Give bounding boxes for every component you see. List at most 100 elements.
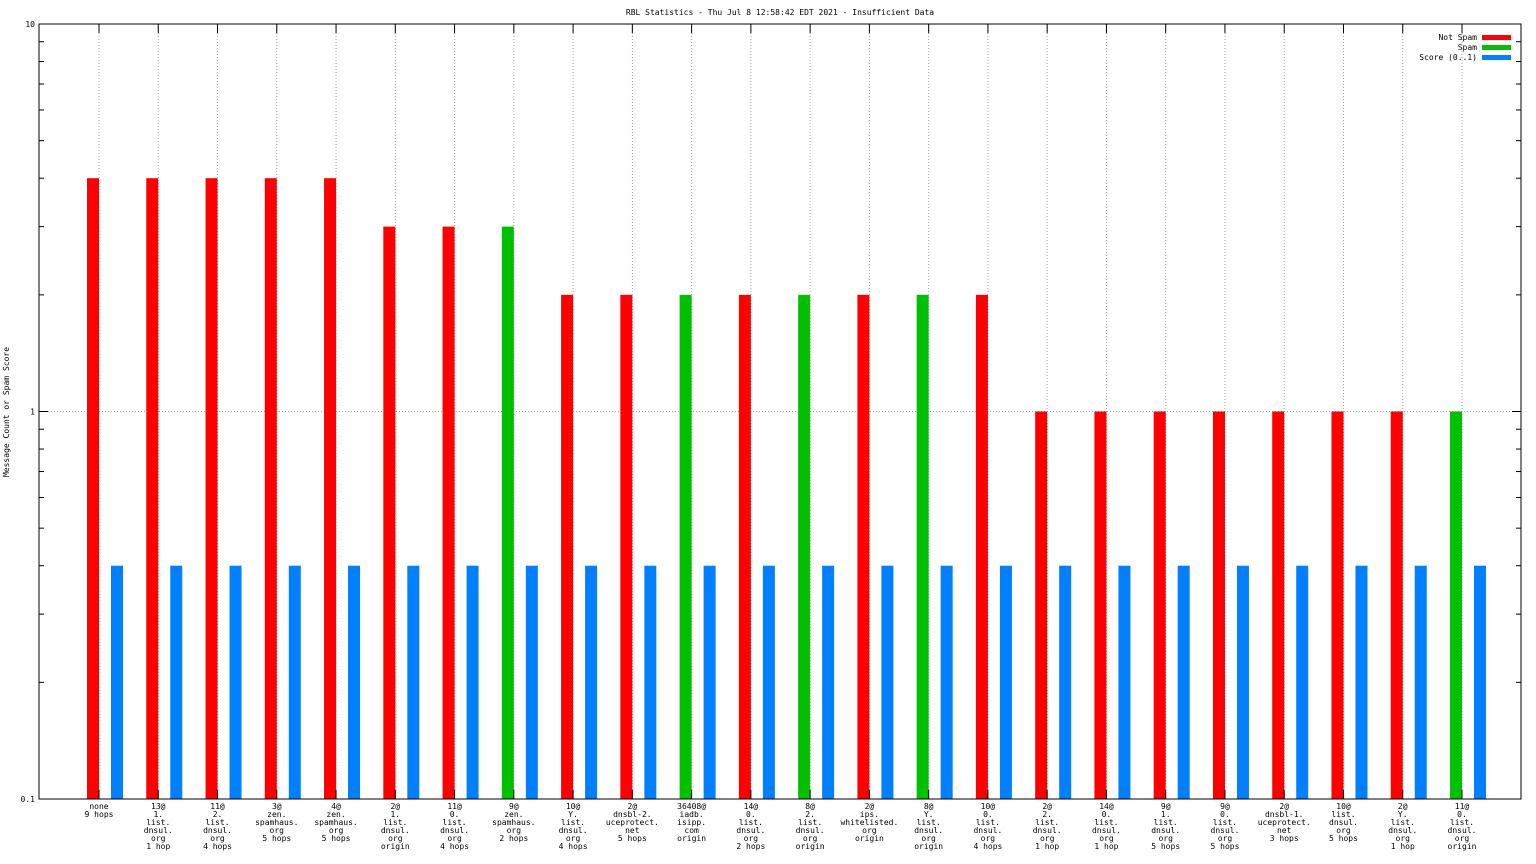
x-tick-label: 4@ zen. spamhaus. org 5 hops [314, 802, 357, 843]
bar-spam [501, 226, 514, 800]
y-tick-label: 0.1 [21, 795, 36, 804]
x-tick-label-line: dnsul. [203, 826, 232, 835]
x-tick-label-line: 1 hop [1094, 842, 1118, 851]
x-tick-label: 2@ ips. whitelisted. org origin [840, 802, 898, 843]
x-tick-label-line: list. [561, 818, 585, 827]
x-tick-label-line: 4 hops [440, 842, 469, 851]
x-tick-label-line: 36408@ [677, 802, 706, 811]
x-tick-label-line: 2@ [1279, 802, 1289, 811]
x-tick-label: 11@ 2. list. dnsul. org 4 hops [203, 802, 232, 851]
x-tick-label-line: 0. [450, 810, 460, 819]
bar-score [1177, 565, 1190, 799]
bar-spam [1450, 411, 1462, 799]
x-tick-label-line: origin [855, 834, 884, 843]
x-tick-label: 9@ zen. spamhaus. org 2 hops [492, 802, 535, 843]
x-tick-label-line: whitelisted. [840, 818, 898, 827]
x-tick-label-line: 1. [153, 810, 163, 819]
x-tick-label-line: org [921, 834, 936, 843]
x-tick-label-line: dnsbl-1. [1265, 810, 1304, 819]
x-tick-label: 2@ 1. list. dnsul. org origin [381, 802, 410, 851]
x-tick-label-line: org [1218, 834, 1233, 843]
bar-not-spam [738, 294, 751, 799]
x-tick-label-line: origin [1448, 842, 1477, 851]
bar-score [288, 565, 301, 799]
x-tick-label-line: origin [381, 842, 410, 851]
x-tick-label-line: 14@ [744, 802, 759, 811]
x-tick-label-line: 9@ [509, 802, 519, 811]
x-tick-label-line: org [744, 834, 759, 843]
x-tick-label-line: 2@ [1398, 802, 1408, 811]
bar-score [407, 565, 420, 799]
x-tick-label-line: list. [1035, 818, 1059, 827]
x-tick-label-line: 10@ [981, 802, 996, 811]
x-tick-label-line: org [1336, 826, 1351, 835]
x-tick-label-line: 13@ [151, 802, 166, 811]
x-tick-label: 10@ 0. list. dnsul. org 4 hops [973, 802, 1002, 851]
legend-swatch [1482, 55, 1511, 60]
x-tick-label-line: org [1040, 834, 1055, 843]
x-tick-label-line: dnsul. [914, 826, 943, 835]
x-tick-label: 14@ 0. list. dnsul. org 1 hop [1092, 802, 1121, 851]
x-tick-label-line: list. [739, 818, 763, 827]
x-tick-label-line: uceprotect. [1258, 818, 1311, 827]
bar-not-spam [146, 178, 159, 799]
x-tick-label-line: dnsul. [736, 826, 765, 835]
x-tick-label-line: list. [1331, 810, 1355, 819]
x-tick-label: 9@ 1. list. dnsul. org 5 hops [1151, 802, 1180, 851]
x-tick-label-line: 0. [1220, 810, 1230, 819]
bar-score [170, 565, 183, 799]
x-tick-label-line: net [1277, 826, 1292, 835]
x-tick-label-line: 11@ [210, 802, 225, 811]
x-tick-label-line: list. [917, 818, 941, 827]
bar-score [348, 565, 361, 799]
x-tick-label: 2@ 2. list. dnsul. org 1 hop [1033, 802, 1062, 851]
bar-not-spam [1035, 411, 1048, 799]
x-tick-label-line: 1 hop [1035, 842, 1059, 851]
bar-score [703, 565, 716, 799]
x-tick-label-line: isipp. [677, 818, 706, 827]
x-tick-label-line: 3 hops [1270, 834, 1299, 843]
x-tick-label: 10@ Y. list. dnsul. org 4 hops [559, 802, 588, 851]
x-tick-label: 2@ Y. list. dnsul. org 1 hop [1388, 802, 1417, 851]
bar-score [1355, 565, 1368, 799]
x-tick-label-line: org [862, 826, 877, 835]
chart-title: RBL Statistics - Thu Jul 8 12:58:42 EDT … [626, 8, 934, 17]
bar-score [762, 565, 775, 799]
x-tick-label-line: dnsul. [1151, 826, 1180, 835]
x-tick-label-line: 1 hop [1391, 842, 1415, 851]
legend-swatch [1482, 35, 1511, 40]
x-tick-label: none 9 hops [85, 802, 114, 819]
x-tick-label-line: 11@ [447, 802, 462, 811]
legend-swatch [1482, 45, 1511, 50]
bar-not-spam [1390, 411, 1403, 799]
x-tick-label-line: 0. [983, 810, 993, 819]
x-tick-label-line: list. [976, 818, 1000, 827]
bar-score [466, 565, 479, 799]
x-tick-label-line: org [210, 834, 225, 843]
x-tick-label-line: dnsul. [1329, 818, 1358, 827]
x-tick-label-line: net [625, 826, 640, 835]
bar-not-spam [561, 294, 574, 799]
x-tick-label-line: org [1396, 834, 1411, 843]
x-tick-label-line: iadb. [680, 810, 704, 819]
x-tick-label-line: 10@ [566, 802, 581, 811]
bar-score [1236, 565, 1249, 799]
x-tick-label: 14@ 0. list. dnsul. org 2 hops [736, 802, 765, 851]
x-tick-label-line: origin [914, 842, 943, 851]
bar-not-spam [324, 178, 337, 799]
x-tick-label-line: dnsul. [1448, 826, 1477, 835]
x-tick-label-line: 4 hops [973, 842, 1002, 851]
x-tick-label-line: 4 hops [559, 842, 588, 851]
bar-score [229, 565, 242, 799]
x-tick-label-line: ips. [860, 810, 879, 819]
x-tick-label-line: 8@ [924, 802, 934, 811]
x-tick-label-line: 5 hops [262, 834, 291, 843]
x-tick-label-line: 2. [805, 810, 815, 819]
bar-not-spam [1212, 411, 1225, 799]
x-tick-label: 2@ dnsbl-1. uceprotect. net 3 hops [1258, 802, 1311, 843]
x-tick-label-line: 4 hops [203, 842, 232, 851]
bar-not-spam [442, 226, 455, 800]
bar-not-spam [1331, 411, 1344, 799]
